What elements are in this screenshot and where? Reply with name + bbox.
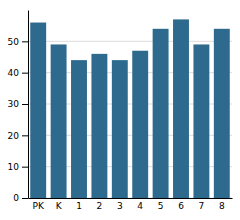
grid-line [28,41,232,42]
x-tick: 6 [178,201,184,211]
bar [91,54,107,198]
bar [132,51,148,198]
bar [30,23,46,198]
x-tick: PK [33,201,45,211]
bar [214,29,230,198]
y-tick-mark [22,167,28,168]
plot: 0 10 20 30 40 50 PK K 1 2 3 4 5 6 7 8 [8,11,233,212]
x-tick-label: 7 [199,201,205,211]
x-tick: 1 [76,201,82,211]
y-tick: 50 [8,37,28,47]
y-tick: 40 [8,68,28,78]
x-axis: PK K 1 2 3 4 5 6 7 8 [29,199,233,212]
x-tick: 2 [97,201,103,211]
y-tick-mark [22,135,28,136]
x-tick-label: 1 [76,201,82,211]
bar [51,44,67,198]
y-axis: 0 10 20 30 40 50 [8,11,29,204]
y-tick-mark [22,73,28,74]
x-tick-label: PK [33,201,45,211]
grid [28,41,232,198]
bars [30,19,230,198]
y-tick-label: 0 [13,193,19,203]
y-tick-label: 50 [8,37,20,47]
x-tick: 5 [158,201,164,211]
y-axis-line [28,11,29,199]
y-tick-mark [22,104,28,105]
x-tick-label: 6 [178,201,184,211]
bar [71,60,87,198]
y-tick-label: 10 [8,162,20,172]
y-tick-mark [22,41,28,42]
y-tick-label: 20 [8,131,20,141]
x-tick-label: 8 [219,201,225,211]
x-tick-label: 2 [97,201,103,211]
x-axis-line [29,198,233,199]
x-tick: 8 [219,201,225,211]
bar [193,44,209,198]
bar [173,19,189,198]
x-tick: 4 [137,201,143,211]
bar [153,29,169,198]
x-tick: 3 [117,201,123,211]
x-tick-label: 5 [158,201,164,211]
y-tick: 30 [8,99,28,109]
x-tick-label: K [56,201,63,211]
x-tick: K [56,201,63,211]
bar [112,60,128,198]
chart: 0 10 20 30 40 50 PK K 1 2 3 4 5 6 7 8 [0,0,240,220]
y-tick-label: 40 [8,68,20,78]
y-tick-label: 30 [8,99,20,109]
y-tick-mark [22,198,28,199]
y-tick: 20 [8,131,28,141]
x-tick-label: 4 [137,201,143,211]
y-tick: 10 [8,162,28,172]
x-tick: 7 [199,201,205,211]
x-tick-label: 3 [117,201,123,211]
y-tick: 0 [13,193,28,203]
